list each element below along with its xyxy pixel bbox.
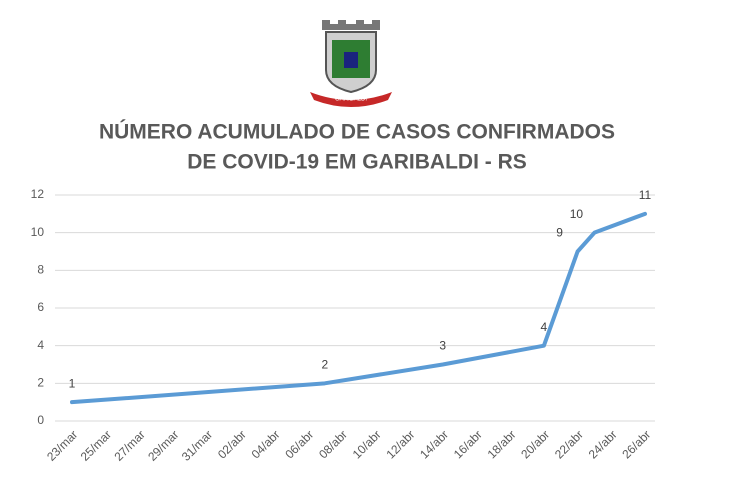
x-tick-label: 25/mar — [78, 427, 114, 463]
data-label: 11 — [639, 188, 652, 202]
x-tick-label: 10/abr — [350, 427, 384, 461]
y-tick-label: 4 — [37, 338, 44, 352]
x-tick-label: 14/abr — [417, 427, 451, 461]
x-tick-label: 26/abr — [619, 427, 653, 461]
y-tick-label: 10 — [31, 225, 45, 239]
x-tick-label: 12/abr — [383, 427, 417, 461]
x-tick-label: 23/mar — [44, 427, 80, 463]
logo: GARIBALDI — [310, 20, 392, 107]
data-label: 3 — [439, 339, 446, 353]
x-tick-label: 22/abr — [552, 427, 586, 461]
x-tick-label: 27/mar — [111, 427, 147, 463]
x-tick-label: 02/abr — [215, 427, 249, 461]
logo-ribbon — [310, 92, 392, 107]
x-tick-label: 29/mar — [145, 427, 181, 463]
logo-center — [344, 52, 358, 68]
x-tick-label: 06/abr — [282, 427, 316, 461]
y-tick-label: 6 — [37, 300, 44, 314]
logo-crown — [322, 20, 380, 30]
chart-title: DE COVID-19 EM GARIBALDI - RS — [187, 151, 527, 174]
x-tick-label: 31/mar — [179, 427, 215, 463]
data-label: 1 — [69, 376, 76, 390]
data-label: 9 — [556, 226, 563, 240]
x-tick-label: 24/abr — [586, 427, 620, 461]
y-tick-label: 0 — [37, 413, 44, 427]
y-tick-label: 8 — [37, 263, 44, 277]
chart-title: NÚMERO ACUMULADO DE CASOS CONFIRMADOS — [99, 120, 615, 144]
x-tick-label: 16/abr — [451, 427, 485, 461]
logo-text: GARIBALDI — [335, 97, 367, 103]
x-tick-label: 20/abr — [518, 427, 552, 461]
x-tick-label: 08/abr — [316, 427, 350, 461]
line — [70, 211, 647, 405]
x-tick-label: 04/abr — [249, 427, 283, 461]
data-label: 10 — [570, 207, 584, 221]
data-label: 4 — [541, 320, 548, 334]
y-tick-label: 2 — [37, 376, 44, 390]
x-tick-label: 18/abr — [485, 427, 519, 461]
data-label: 2 — [321, 358, 328, 372]
y-tick-label: 12 — [31, 187, 45, 201]
